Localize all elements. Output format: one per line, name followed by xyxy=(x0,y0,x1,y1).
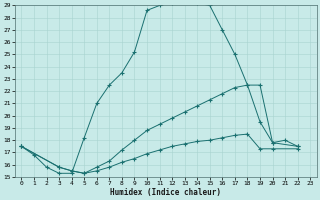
X-axis label: Humidex (Indice chaleur): Humidex (Indice chaleur) xyxy=(110,188,221,197)
